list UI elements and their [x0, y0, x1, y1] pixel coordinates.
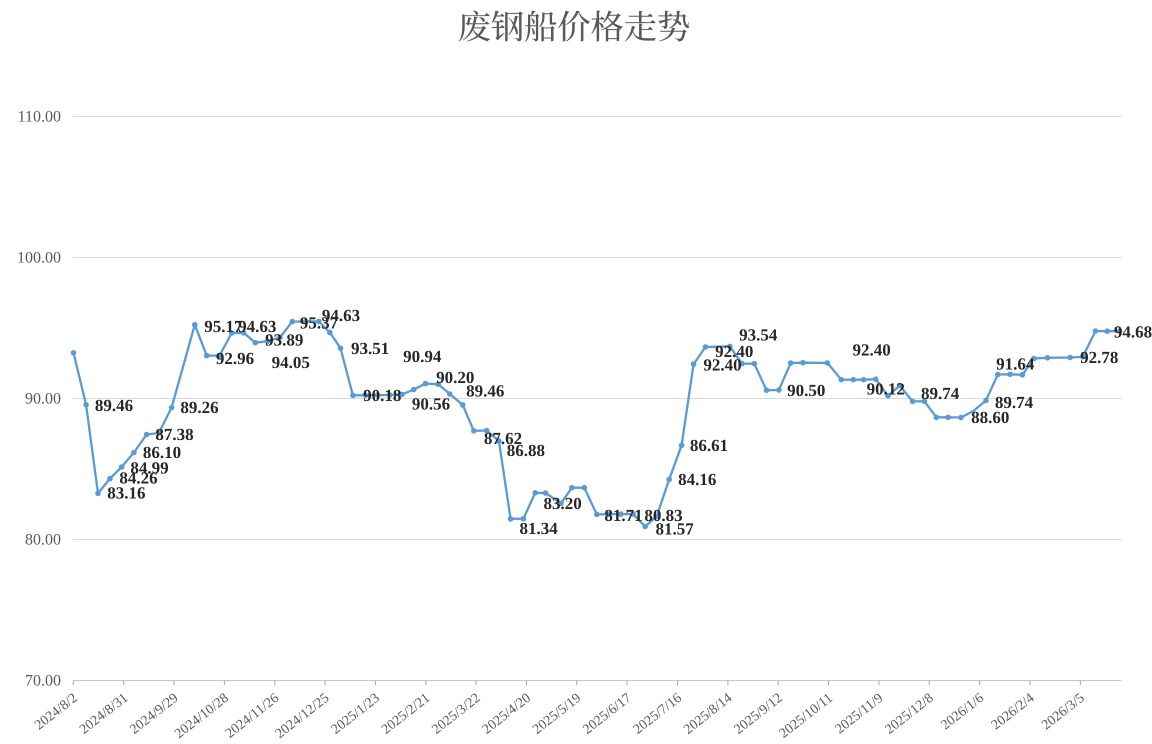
svg-text:92.40: 92.40 [852, 341, 890, 360]
svg-text:100.00: 100.00 [17, 250, 61, 267]
svg-text:89.74: 89.74 [921, 384, 960, 403]
svg-text:84.99: 84.99 [130, 458, 168, 477]
svg-text:89.46: 89.46 [466, 382, 504, 401]
svg-text:80.83: 80.83 [644, 506, 682, 525]
svg-text:90.12: 90.12 [867, 379, 905, 398]
svg-text:83.20: 83.20 [543, 494, 581, 513]
svg-text:87.62: 87.62 [484, 429, 522, 448]
svg-text:88.60: 88.60 [971, 408, 1009, 427]
svg-text:92.78: 92.78 [1080, 348, 1118, 367]
svg-text:81.34: 81.34 [519, 519, 558, 538]
svg-text:93.54: 93.54 [739, 325, 778, 344]
svg-text:90.18: 90.18 [363, 386, 401, 405]
svg-text:110.00: 110.00 [18, 109, 61, 126]
svg-text:92.40: 92.40 [703, 356, 741, 375]
svg-text:86.88: 86.88 [507, 441, 545, 460]
svg-text:84.16: 84.16 [678, 470, 716, 489]
svg-text:90.00: 90.00 [25, 391, 61, 408]
svg-text:84.26: 84.26 [119, 468, 157, 487]
svg-text:94.63: 94.63 [238, 317, 276, 336]
svg-text:90.56: 90.56 [412, 395, 450, 414]
svg-text:90.20: 90.20 [436, 368, 474, 387]
svg-text:92.96: 92.96 [216, 349, 254, 368]
svg-text:94.68: 94.68 [1114, 322, 1152, 341]
svg-text:93.51: 93.51 [351, 339, 389, 358]
svg-text:95.37: 95.37 [300, 314, 339, 333]
svg-text:87.38: 87.38 [155, 425, 193, 444]
svg-text:94.05: 94.05 [272, 353, 310, 372]
svg-text:81.71: 81.71 [604, 506, 642, 525]
svg-text:91.64: 91.64 [996, 355, 1035, 374]
svg-text:89.26: 89.26 [180, 398, 218, 417]
svg-text:80.00: 80.00 [25, 532, 61, 549]
svg-text:94.63: 94.63 [322, 306, 360, 325]
svg-text:86.61: 86.61 [690, 436, 728, 455]
svg-text:90.50: 90.50 [787, 381, 825, 400]
svg-text:90.94: 90.94 [403, 347, 442, 366]
svg-text:95.17: 95.17 [204, 317, 243, 336]
svg-text:93.89: 93.89 [265, 331, 303, 350]
svg-text:83.16: 83.16 [107, 484, 145, 503]
svg-text:92.40: 92.40 [715, 342, 753, 361]
svg-text:86.10: 86.10 [143, 443, 181, 462]
svg-text:89.74: 89.74 [995, 393, 1034, 412]
svg-text:89.46: 89.46 [95, 396, 133, 415]
svg-text:70.00: 70.00 [25, 673, 61, 690]
svg-text:81.57: 81.57 [655, 520, 694, 539]
